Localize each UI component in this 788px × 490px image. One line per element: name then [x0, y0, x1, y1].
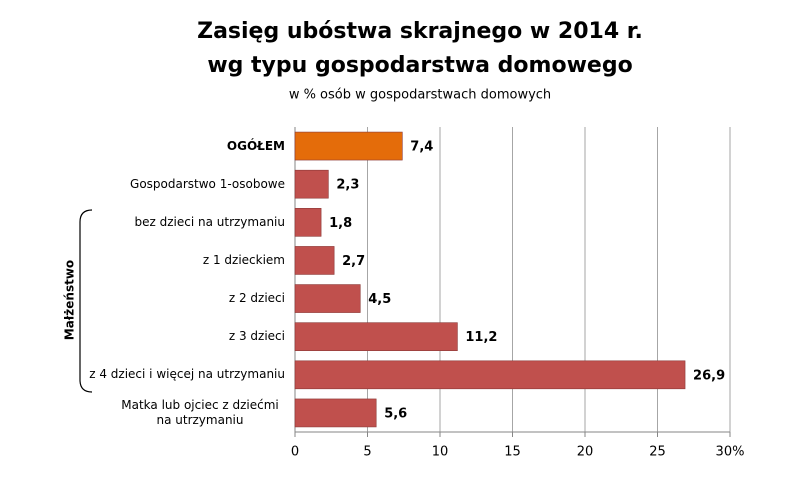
bar: [294, 208, 322, 237]
value-label: 1,8: [329, 216, 352, 231]
value-label: 11,2: [465, 330, 497, 345]
y-tick-label: bez dzieci na utrzymaniu: [134, 214, 286, 229]
value-label: 26,9: [693, 368, 725, 383]
x-tick-label: 10: [432, 445, 449, 460]
chart-title: Zasięg ubóstwa skrajnego w 2014 r.: [197, 19, 643, 44]
x-tick-label: 0: [291, 445, 299, 460]
bar: [294, 131, 403, 161]
bar: [294, 284, 361, 313]
y-tick-label: z 3 dzieci: [228, 329, 285, 344]
value-label: 2,7: [342, 254, 365, 269]
bar: [294, 169, 329, 199]
y-tick-label: z 1 dzieckiem: [202, 252, 285, 267]
chart-title: wg typu gospodarstwa domowego: [207, 53, 632, 78]
x-tick-label: 15: [504, 445, 521, 460]
annotation: Małżeństwo: [63, 260, 77, 340]
x-tick-label: 30%: [716, 445, 745, 460]
y-tick-label: Matka lub ojciec z dziećmi na utrzymaniu: [121, 397, 279, 427]
value-label: 5,6: [384, 406, 407, 421]
x-tick-label: 5: [363, 445, 371, 460]
x-tick-label: 25: [649, 445, 666, 460]
y-tick-label: z 2 dzieci: [228, 291, 285, 306]
value-label: 7,4: [410, 140, 433, 155]
value-label: 4,5: [368, 292, 391, 307]
y-tick-label: Gospodarstwo 1-osobowe: [130, 176, 285, 191]
y-tick-label: z 4 dzieci i więcej na utrzymaniu: [89, 367, 285, 382]
bar: [294, 360, 686, 390]
bracket: [79, 209, 93, 393]
chart-subtitle: w % osób w gospodarstwach domowych: [289, 88, 551, 103]
value-label: 2,3: [336, 178, 359, 193]
bar: [294, 246, 335, 275]
bar: [294, 398, 377, 428]
x-tick-label: 20: [577, 445, 594, 460]
y-tick-label: OGÓŁEM: [226, 138, 285, 153]
bar: [294, 322, 458, 351]
